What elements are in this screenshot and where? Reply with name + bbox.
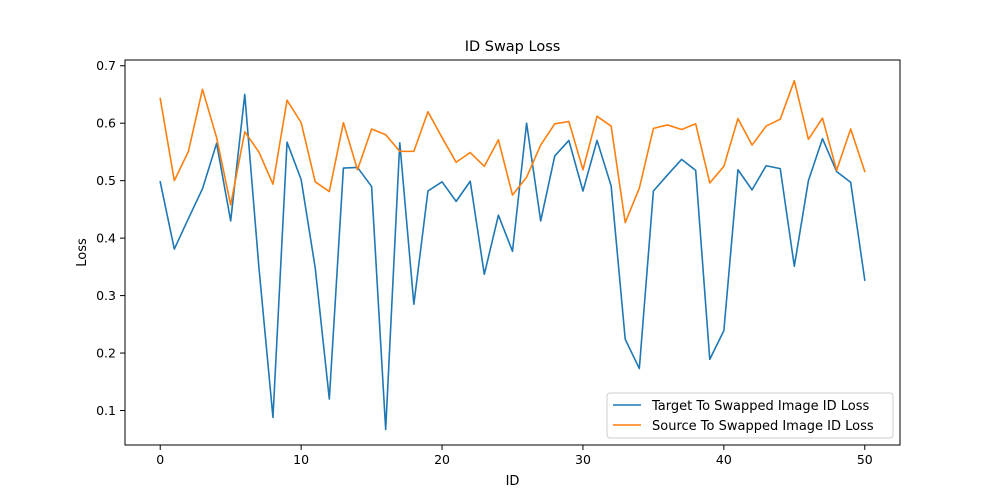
legend-label-source: Source To Swapped Image ID Loss <box>652 419 874 434</box>
axes-frame <box>124 59 901 446</box>
legend-box <box>606 392 894 439</box>
y-tick-label: 0.1 <box>96 403 116 418</box>
y-tick-label: 0.4 <box>96 231 116 246</box>
ticks-layer: 0 10 20 30 40 50 0.1 0.2 0.3 0.4 0.5 0.6 0.7 <box>96 58 873 467</box>
axes-background <box>125 60 900 445</box>
y-axis-label: Loss <box>75 238 90 267</box>
legend: Target To Swapped Image ID Loss Source T… <box>606 392 894 439</box>
plot-area <box>125 60 900 445</box>
x-tick-label: 40 <box>716 452 732 467</box>
x-tick-label: 0 <box>156 452 164 467</box>
y-tick-label: 0.7 <box>96 58 116 73</box>
y-tick-label: 0.6 <box>96 116 116 131</box>
chart-title: ID Swap Loss <box>465 39 561 55</box>
x-tick-label: 10 <box>293 452 309 467</box>
y-tick-label: 0.3 <box>96 288 116 303</box>
y-tick-label: 0.2 <box>96 346 116 361</box>
x-tick-label: 50 <box>857 452 873 467</box>
x-axis-label: ID <box>506 474 520 489</box>
x-tick-label: 30 <box>575 452 591 467</box>
series-layer <box>159 79 866 431</box>
series-line-source <box>159 79 866 224</box>
y-tick-label: 0.5 <box>96 173 116 188</box>
legend-label-target: Target To Swapped Image ID Loss <box>651 399 869 414</box>
series-line-target <box>159 93 866 431</box>
x-tick-label: 20 <box>434 452 450 467</box>
